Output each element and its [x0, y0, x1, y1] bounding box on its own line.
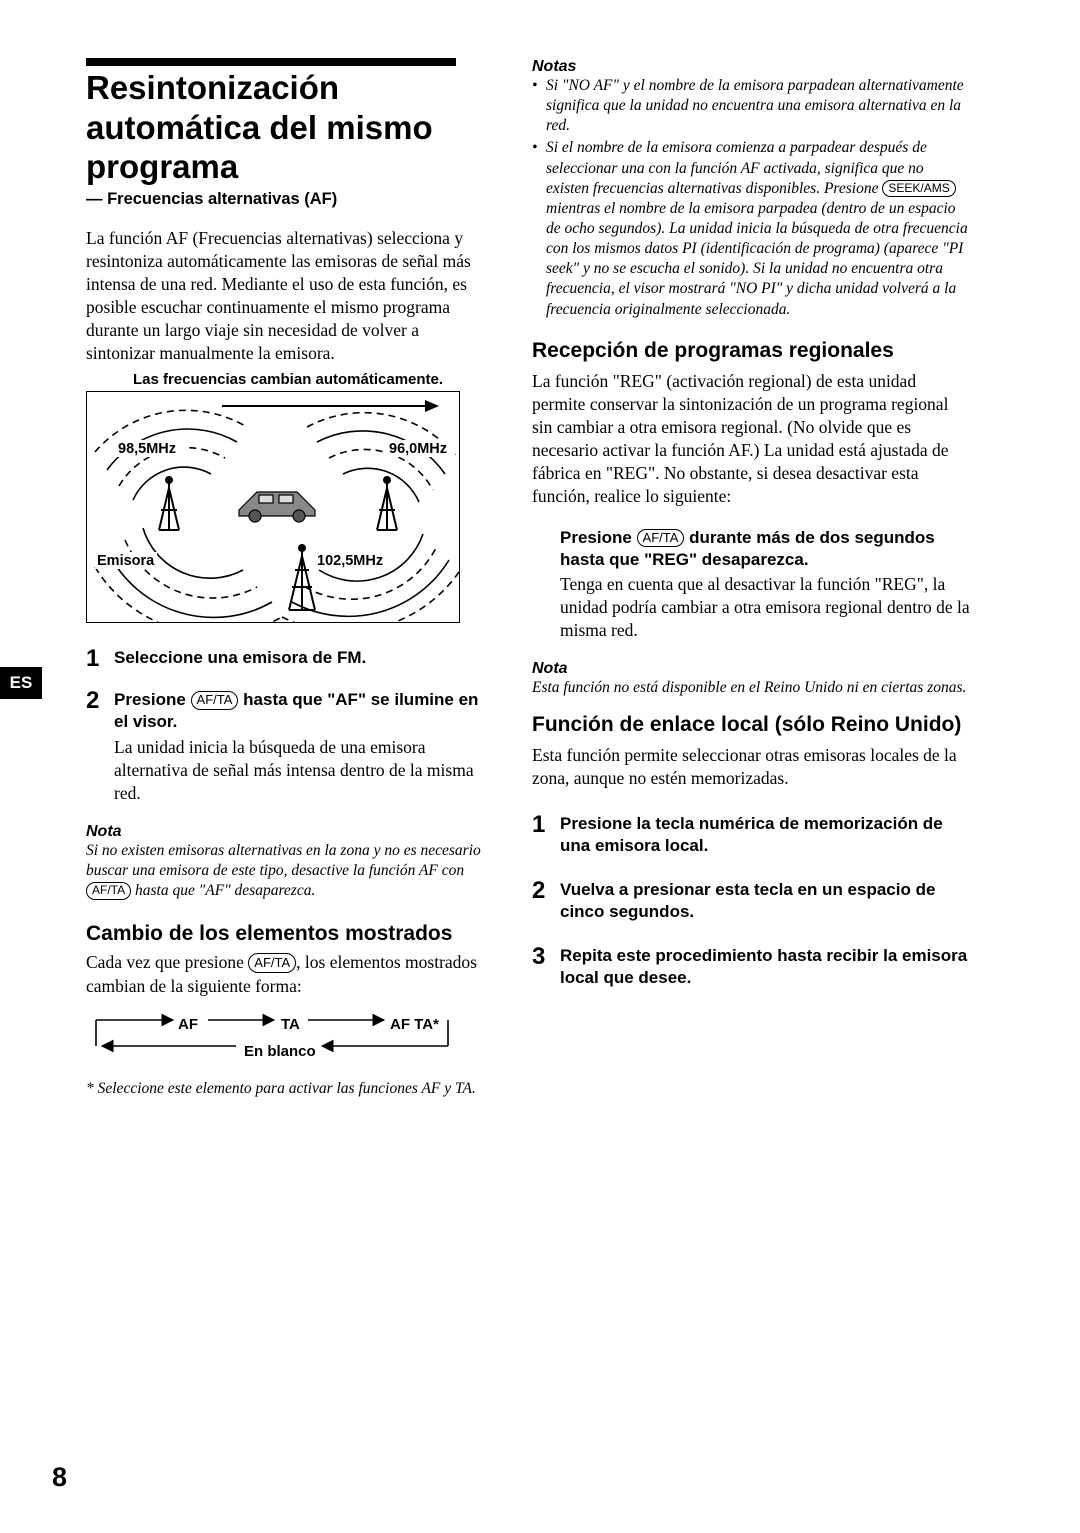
bullet-text: Si "NO AF" y el nombre de la emisora par…: [546, 76, 970, 136]
cycle-item-blank: En blanco: [244, 1043, 316, 1060]
afta-button-label: AF/TA: [637, 529, 685, 548]
bullet-mark: •: [532, 138, 546, 319]
cycle-item-af: AF: [178, 1016, 198, 1033]
note-heading: Nota: [86, 823, 490, 841]
seekams-button-label: SEEK/AMS: [882, 180, 955, 198]
cycle-diagram: AF TA AF TA* En blanco: [86, 1008, 490, 1069]
change-body-a: Cada vez que presione: [86, 952, 248, 972]
right-column: Notas • Si "NO AF" y el nombre de la emi…: [532, 58, 970, 1099]
freq-label-3: 102,5MHz: [317, 553, 383, 569]
subtitle: — Frecuencias alternativas (AF): [86, 190, 490, 209]
intro-paragraph: La función AF (Frecuencias alternativas)…: [86, 227, 490, 366]
notas-heading: Notas: [532, 58, 970, 76]
language-tab: ES: [0, 667, 42, 699]
step-2: 2 Presione AF/TA hasta que "AF" se ilumi…: [86, 689, 490, 804]
footnote: * Seleccione este elemento para activar …: [86, 1079, 490, 1099]
note-bullet-1: • Si "NO AF" y el nombre de la emisora p…: [532, 76, 970, 136]
step-number: 1: [86, 647, 114, 671]
freq-label-1: 98,5MHz: [118, 441, 176, 457]
local-step-3: 3 Repita este procedimiento hasta recibi…: [532, 945, 970, 989]
regional-body: La función "REG" (activación regional) d…: [532, 370, 970, 509]
regional-heading: Recepción de programas regionales: [532, 338, 970, 364]
step-title: Repita este procedimiento hasta recibir …: [560, 945, 970, 989]
page-content: Resintonización automática del mismo pro…: [52, 58, 1002, 1099]
bullet-text: Si el nombre de la emisora comienza a pa…: [546, 138, 970, 319]
step-number: 2: [532, 879, 560, 903]
step-title-text-a: Presione: [114, 690, 191, 709]
regional-instruction: Presione AF/TA durante más de dos segund…: [560, 527, 970, 642]
note-bullet-2: • Si el nombre de la emisora comienza a …: [532, 138, 970, 319]
step-number: 1: [532, 813, 560, 837]
note-text: Si no existen emisoras alternativas en l…: [86, 841, 490, 901]
local-heading: Función de enlace local (sólo Reino Unid…: [532, 712, 970, 738]
step-1: 1 Seleccione una emisora de FM.: [86, 647, 490, 671]
local-step-1: 1 Presione la tecla numérica de memoriza…: [532, 813, 970, 857]
instr-title-a: Presione: [560, 528, 637, 547]
note2-text: Esta función no está disponible en el Re…: [532, 678, 970, 698]
note-text-b: hasta que "AF" desaparezca.: [131, 882, 315, 899]
local-body: Esta función permite seleccionar otras e…: [532, 744, 970, 790]
left-column: Resintonización automática del mismo pro…: [52, 58, 490, 1099]
afta-button-label: AF/TA: [191, 691, 239, 710]
cycle-item-afta: AF TA*: [390, 1016, 439, 1033]
step-description: La unidad inicia la búsqueda de una emis…: [114, 736, 490, 805]
step-number: 2: [86, 689, 114, 713]
instruction-desc: Tenga en cuenta que al desactivar la fun…: [560, 573, 970, 642]
cycle-item-ta: TA: [281, 1016, 300, 1033]
bullet-text-b: mientras el nombre de la emisora parpade…: [546, 200, 968, 318]
main-title: Resintonización automática del mismo pro…: [86, 68, 490, 187]
station-label: Emisora: [97, 553, 154, 569]
step-number: 3: [532, 945, 560, 969]
afta-button-label: AF/TA: [248, 953, 296, 972]
frequency-diagram: 98,5MHz 96,0MHz 102,5MHz Emisora: [86, 391, 460, 623]
change-section-body: Cada vez que presione AF/TA, los element…: [86, 951, 490, 997]
step-title: Presione AF/TA hasta que "AF" se ilumine…: [114, 689, 490, 733]
instruction-title: Presione AF/TA durante más de dos segund…: [560, 527, 970, 571]
step-title: Seleccione una emisora de FM.: [114, 647, 490, 669]
step-title: Vuelva a presionar esta tecla en un espa…: [560, 879, 970, 923]
bullet-text-a: Si el nombre de la emisora comienza a pa…: [546, 139, 927, 196]
step-title: Presione la tecla numérica de memorizaci…: [560, 813, 970, 857]
figure-caption: Las frecuencias cambian automáticamente.: [86, 371, 490, 388]
page-number: 8: [52, 1462, 67, 1493]
freq-label-2: 96,0MHz: [389, 441, 447, 457]
heading-rule: [86, 58, 456, 66]
bullet-mark: •: [532, 76, 546, 136]
change-section-heading: Cambio de los elementos mostrados: [86, 921, 490, 947]
local-step-2: 2 Vuelva a presionar esta tecla en un es…: [532, 879, 970, 923]
note2-heading: Nota: [532, 660, 970, 678]
note-text-a: Si no existen emisoras alternativas en l…: [86, 842, 481, 879]
diagram-svg: [87, 392, 459, 622]
afta-button-label: AF/TA: [86, 882, 131, 900]
